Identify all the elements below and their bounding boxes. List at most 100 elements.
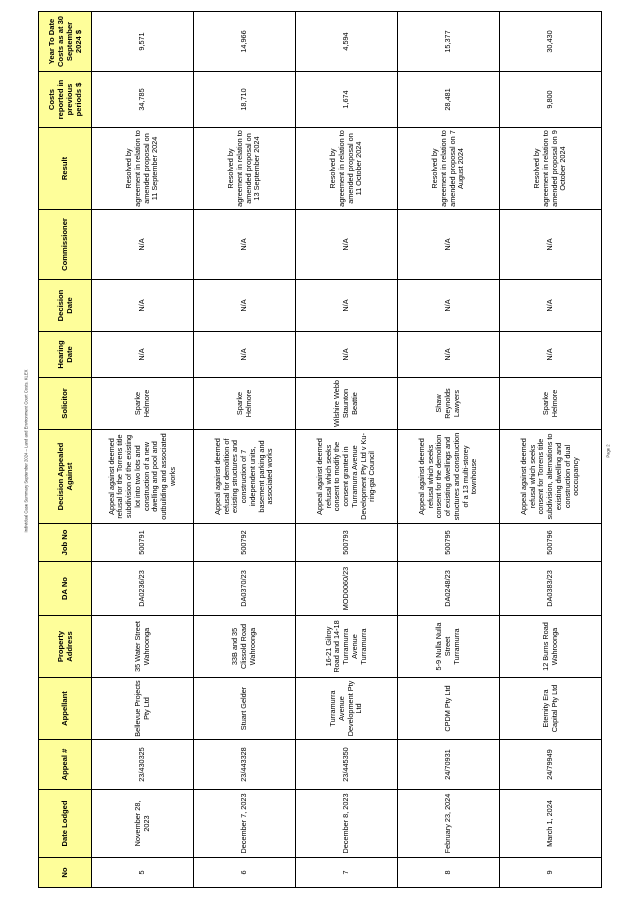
rotated-table-container: No Date Lodged Appeal # Appellant Proper… bbox=[38, 11, 602, 888]
header-solicitor: Solicitor bbox=[38, 377, 92, 430]
cell-hearing-date: N/A bbox=[193, 331, 296, 378]
header-decision-date: Decision Date bbox=[38, 279, 92, 332]
cell-result: Resolved by agreement in relation to ame… bbox=[295, 127, 398, 210]
cell-da-no: DA0248/23 bbox=[397, 561, 500, 616]
header-appeal-no: Appeal # bbox=[38, 739, 92, 790]
cell-decision-date: N/A bbox=[193, 279, 296, 332]
cell-decision-appealed: Appeal against deemed refusal which seek… bbox=[295, 429, 398, 524]
cell-costs-previous: 1,674 bbox=[295, 71, 398, 128]
cell-commissioner: N/A bbox=[91, 209, 194, 280]
cell-da-no: DA0236/23 bbox=[91, 561, 194, 616]
header-no: No bbox=[38, 857, 92, 888]
cell-date-lodged: February 23, 2024 bbox=[397, 789, 500, 858]
cell-solicitor: Sparke Helmore bbox=[91, 377, 194, 430]
cell-hearing-date: N/A bbox=[295, 331, 398, 378]
cell-property-address: 33B and 35 Clissold Road Wahroonga bbox=[193, 615, 296, 678]
cell-appeal-no: 23/445350 bbox=[295, 739, 398, 790]
cell-appeal-no: 23/443328 bbox=[193, 739, 296, 790]
cell-costs-previous: 34,785 bbox=[91, 71, 194, 128]
cell-appeal-no: 24/70931 bbox=[397, 739, 500, 790]
cell-hearing-date: N/A bbox=[397, 331, 500, 378]
cell-solicitor: Sparke Helmore bbox=[499, 377, 602, 430]
cell-appellant: Turramurra Avenue Development Pty Ltd bbox=[295, 677, 398, 740]
cell-commissioner: N/A bbox=[193, 209, 296, 280]
cell-year-to-date: 30,430 bbox=[499, 11, 602, 72]
cell-commissioner: N/A bbox=[397, 209, 500, 280]
cell-decision-date: N/A bbox=[91, 279, 194, 332]
table-row: 6 December 7, 2023 23/443328 Stuart Geld… bbox=[193, 11, 296, 888]
cell-solicitor: Shaw Reynolds Lawyers bbox=[397, 377, 500, 430]
cell-year-to-date: 15,377 bbox=[397, 11, 500, 72]
header-commissioner: Commissioner bbox=[38, 209, 92, 280]
cell-appellant: Bellevue Projects Pty Ltd bbox=[91, 677, 194, 740]
cell-decision-appealed: Appeal against deemed refusal which seek… bbox=[499, 429, 602, 524]
cell-job-no: 500796 bbox=[499, 523, 602, 562]
cell-date-lodged: November 28, 2023 bbox=[91, 789, 194, 858]
cell-solicitor: Wilshire Webb Staunton Beattie bbox=[295, 377, 398, 430]
cell-date-lodged: March 1, 2024 bbox=[499, 789, 602, 858]
header-costs-previous: Costs reported in previous periods $ bbox=[38, 71, 92, 128]
cell-year-to-date: 9,571 bbox=[91, 11, 194, 72]
table-row: 7 December 8, 2023 23/445350 Turramurra … bbox=[295, 11, 398, 888]
cell-decision-appealed: Appeal against deemed refusal for the To… bbox=[91, 429, 194, 524]
cell-decision-date: N/A bbox=[397, 279, 500, 332]
document-side-caption: Individual Case Summary September 2024 –… bbox=[23, 369, 29, 533]
cell-job-no: 500791 bbox=[91, 523, 194, 562]
header-decision-appealed: Decision Appealed Against bbox=[38, 429, 92, 524]
cell-no: 5 bbox=[91, 857, 194, 888]
cell-property-address: 35 Water Street Wahroonga bbox=[91, 615, 194, 678]
cell-decision-date: N/A bbox=[295, 279, 398, 332]
court-costs-table: No Date Lodged Appeal # Appellant Proper… bbox=[38, 11, 602, 888]
cell-decision-appealed: Appeal against deemed refusal which seek… bbox=[397, 429, 500, 524]
cell-costs-previous: 18,710 bbox=[193, 71, 296, 128]
table-row: 9 March 1, 2024 24/79949 Eternity Era Ca… bbox=[499, 11, 602, 888]
cell-job-no: 500793 bbox=[295, 523, 398, 562]
table-row: 8 February 23, 2024 24/70931 CPDM Pty Lt… bbox=[397, 11, 500, 888]
cell-no: 7 bbox=[295, 857, 398, 888]
cell-appeal-no: 24/79949 bbox=[499, 739, 602, 790]
header-year-to-date: Year To Date Costs as at 30 September 20… bbox=[38, 11, 92, 72]
cell-da-no: DA0383/23 bbox=[499, 561, 602, 616]
cell-hearing-date: N/A bbox=[499, 331, 602, 378]
cell-appellant: Stuart Gelder bbox=[193, 677, 296, 740]
cell-solicitor: Sparke Helmore bbox=[193, 377, 296, 430]
table-row: 5 November 28, 2023 23/430325 Bellevue P… bbox=[91, 11, 194, 888]
header-property-address: Property Address bbox=[38, 615, 92, 678]
cell-appellant: Eternity Era Capital Pty Ltd bbox=[499, 677, 602, 740]
cell-decision-appealed: Appeal against deemed refusal for demoli… bbox=[193, 429, 296, 524]
cell-date-lodged: December 7, 2023 bbox=[193, 789, 296, 858]
header-job-no: Job No bbox=[38, 523, 92, 562]
cell-job-no: 500792 bbox=[193, 523, 296, 562]
cell-year-to-date: 4,594 bbox=[295, 11, 398, 72]
cell-result: Resolved by agreement in relation to ame… bbox=[397, 127, 500, 210]
cell-decision-date: N/A bbox=[499, 279, 602, 332]
header-hearing-date: Hearing Date bbox=[38, 331, 92, 378]
cell-job-no: 500795 bbox=[397, 523, 500, 562]
cell-da-no: DA0370/23 bbox=[193, 561, 296, 616]
cell-hearing-date: N/A bbox=[91, 331, 194, 378]
cell-no: 8 bbox=[397, 857, 500, 888]
cell-property-address: 16-21 Gilroy Road and 14-18 Turramurra A… bbox=[295, 615, 398, 678]
header-date-lodged: Date Lodged bbox=[38, 789, 92, 858]
cell-no: 9 bbox=[499, 857, 602, 888]
page-number: Page 2 bbox=[605, 444, 611, 458]
cell-property-address: 12 Burns Road Wahroonga bbox=[499, 615, 602, 678]
table-header-row: No Date Lodged Appeal # Appellant Proper… bbox=[38, 11, 92, 888]
cell-year-to-date: 14,966 bbox=[193, 11, 296, 72]
cell-date-lodged: December 8, 2023 bbox=[295, 789, 398, 858]
cell-property-address: 5-9 Nulla Nulla Street Turramurra bbox=[397, 615, 500, 678]
cell-costs-previous: 9,800 bbox=[499, 71, 602, 128]
cell-appellant: CPDM Pty Ltd bbox=[397, 677, 500, 740]
cell-commissioner: N/A bbox=[499, 209, 602, 280]
cell-appeal-no: 23/430325 bbox=[91, 739, 194, 790]
header-da-no: DA No bbox=[38, 561, 92, 616]
cell-result: Resolved by agreement in relation to ame… bbox=[91, 127, 194, 210]
cell-commissioner: N/A bbox=[295, 209, 398, 280]
cell-result: Resolved by agreement in relation to ame… bbox=[193, 127, 296, 210]
cell-result: Resolved by agreement in relation to ame… bbox=[499, 127, 602, 210]
header-result: Result bbox=[38, 127, 92, 210]
cell-costs-previous: 28,481 bbox=[397, 71, 500, 128]
header-appellant: Appellant bbox=[38, 677, 92, 740]
cell-no: 6 bbox=[193, 857, 296, 888]
cell-da-no: MOD0060/23 bbox=[295, 561, 398, 616]
